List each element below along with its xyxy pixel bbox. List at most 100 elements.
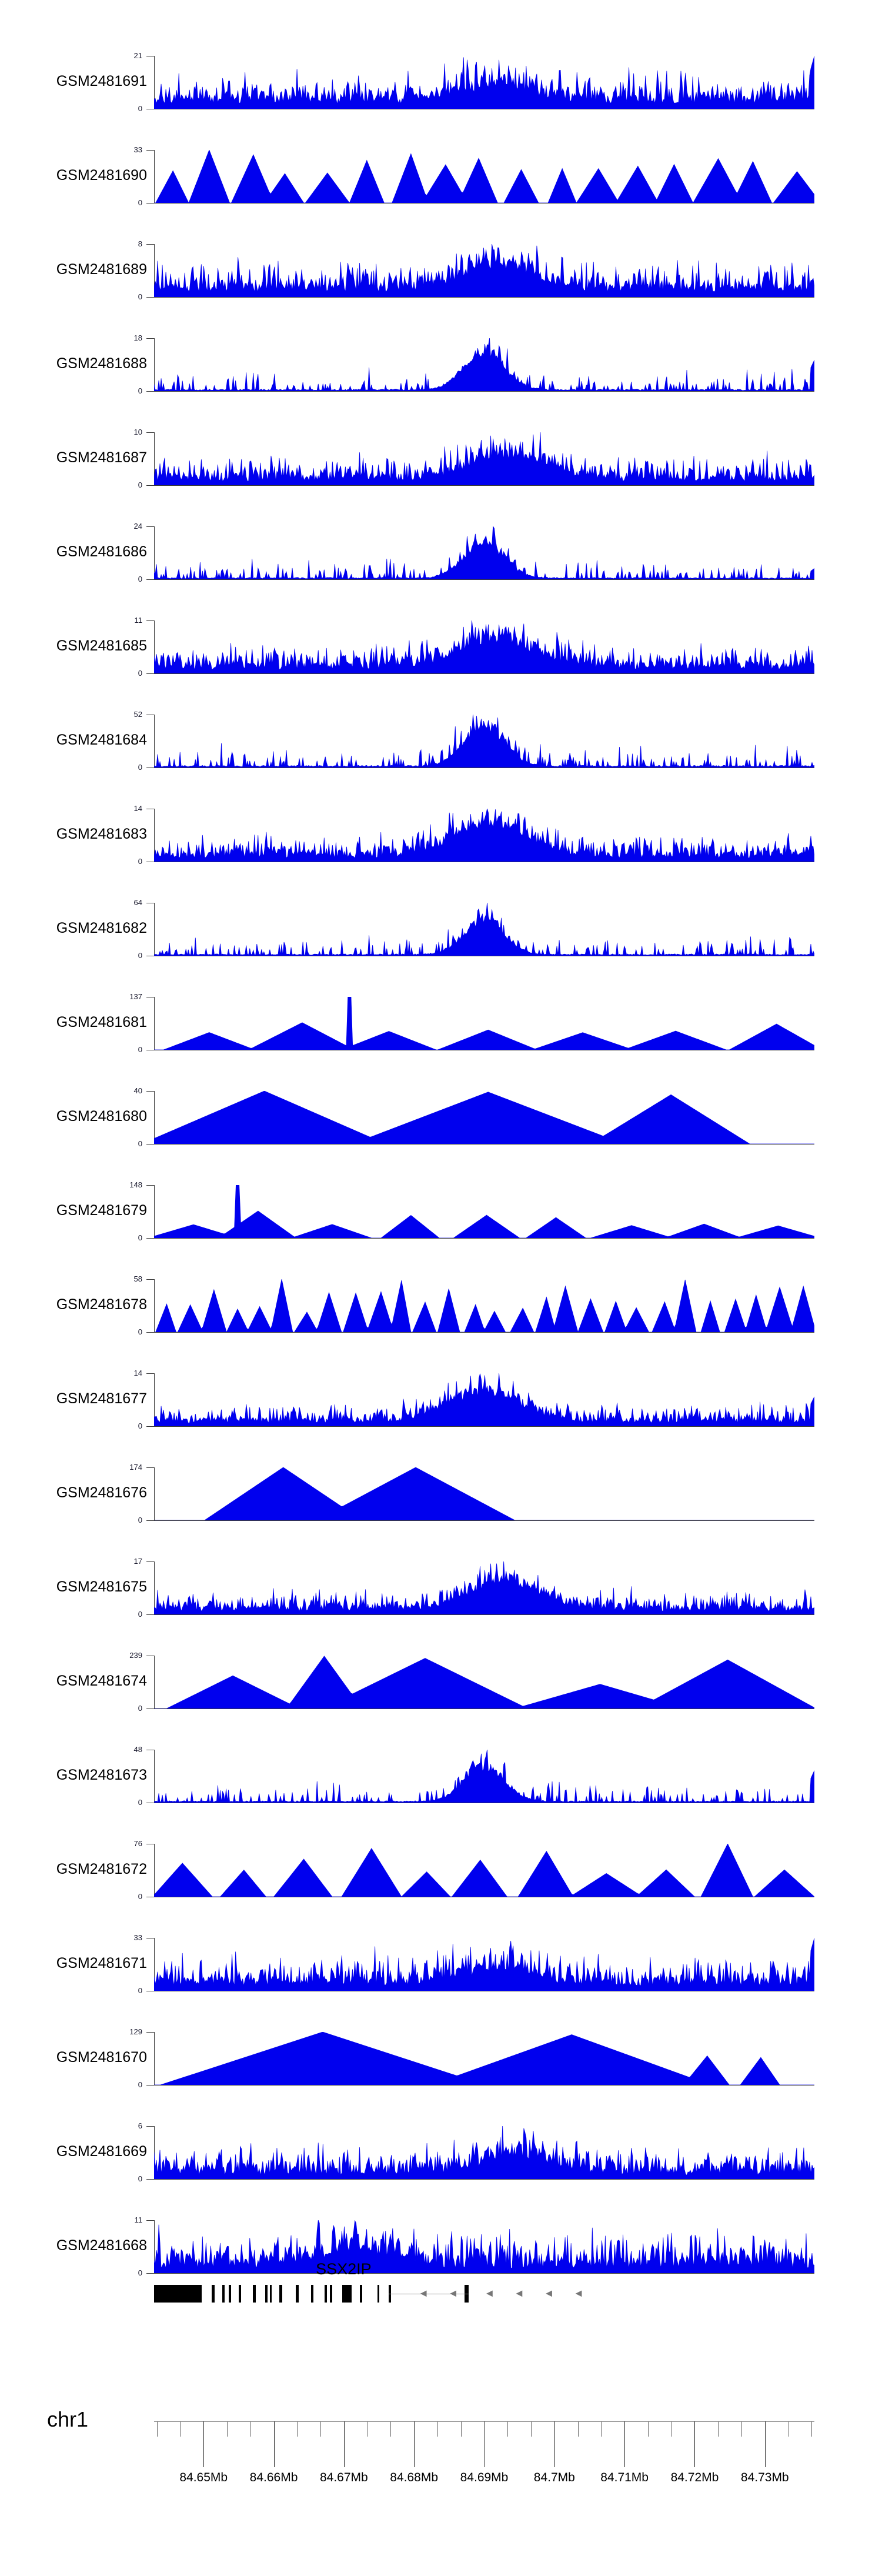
gene-strand-arrow-icon: ◄	[573, 2287, 584, 2299]
coverage-plot-area[interactable]	[154, 1373, 814, 1426]
coverage-area-path	[154, 1938, 814, 1991]
coverage-plot-area[interactable]	[154, 2126, 814, 2179]
coverage-plot-area[interactable]	[154, 1938, 814, 1991]
coverage-track[interactable]: GSM2481670 129 0	[0, 2027, 882, 2089]
coverage-plot-area[interactable]	[154, 432, 814, 485]
coverage-track[interactable]: GSM2481668 11 0	[0, 2215, 882, 2277]
y-axis-tick-max	[146, 2220, 155, 2221]
y-axis-line	[154, 903, 155, 956]
y-axis-line	[154, 1938, 155, 1991]
track-baseline	[154, 391, 814, 392]
gene-exon[interactable]	[238, 2285, 241, 2303]
gene-exon[interactable]	[329, 2285, 332, 2303]
coverage-track[interactable]: GSM2481669 6 0	[0, 2121, 882, 2183]
coverage-track[interactable]: GSM2481685 11 0	[0, 616, 882, 678]
y-axis-line	[154, 1844, 155, 1897]
y-axis-max-value: 40	[133, 1086, 142, 1095]
gene-exon[interactable]	[324, 2285, 328, 2303]
coverage-plot-area[interactable]	[154, 1279, 814, 1332]
coverage-plot-area[interactable]	[154, 244, 814, 297]
gene-strand-arrow-icon: ◄	[514, 2287, 524, 2299]
coverage-area-path	[154, 1091, 814, 1144]
ruler-tick-major	[203, 2421, 205, 2467]
coverage-track[interactable]: GSM2481687 10 0	[0, 428, 882, 489]
y-axis-min-value: 0	[138, 1610, 142, 1619]
coverage-track[interactable]: GSM2481689 8 0	[0, 239, 882, 301]
coverage-plot-area[interactable]	[154, 2032, 814, 2085]
track-sample-label: GSM2481679	[56, 1202, 147, 1219]
coverage-track[interactable]: GSM2481688 18 0	[0, 333, 882, 395]
gene-exon[interactable]	[265, 2285, 268, 2303]
y-axis-line	[154, 1656, 155, 1709]
y-axis-min-value: 0	[138, 481, 142, 489]
y-axis-line	[154, 338, 155, 391]
y-axis-line	[154, 1091, 155, 1144]
y-axis-max-value: 6	[138, 2121, 142, 2130]
coverage-plot-area[interactable]	[154, 715, 814, 768]
coverage-track[interactable]: GSM2481690 33 0	[0, 145, 882, 207]
coverage-plot-area[interactable]	[154, 150, 814, 203]
coverage-track[interactable]: GSM2481671 33 0	[0, 1933, 882, 1995]
y-axis-min-value: 0	[138, 1233, 142, 1242]
y-axis-tick-min	[146, 1520, 155, 1521]
ruler-tick-minor	[226, 2421, 228, 2437]
coverage-plot-area[interactable]	[154, 1091, 814, 1144]
gene-exon[interactable]	[154, 2285, 202, 2303]
y-axis-min-value: 0	[138, 2268, 142, 2277]
track-sample-label: GSM2481688	[56, 355, 147, 372]
coverage-plot-area[interactable]	[154, 1185, 814, 1238]
coverage-plot-area[interactable]	[154, 1561, 814, 1614]
coverage-plot-area[interactable]	[154, 1750, 814, 1803]
coverage-plot-area[interactable]	[154, 338, 814, 391]
ruler-tick-label: 84.69Mb	[460, 2471, 509, 2484]
gene-exon[interactable]	[311, 2285, 314, 2303]
coverage-track[interactable]: GSM2481681 137 0	[0, 992, 882, 1054]
gene-exon[interactable]	[222, 2285, 225, 2303]
gene-exon[interactable]	[377, 2285, 380, 2303]
ruler-tick-label: 84.66Mb	[249, 2471, 298, 2484]
coverage-track[interactable]: GSM2481686 24 0	[0, 522, 882, 583]
gene-exon[interactable]	[228, 2285, 232, 2303]
coverage-plot-area[interactable]	[154, 809, 814, 862]
gene-exon[interactable]	[211, 2285, 215, 2303]
coverage-track[interactable]: GSM2481691 21 0	[0, 51, 882, 113]
gene-exon[interactable]	[279, 2285, 282, 2303]
y-axis-tick-max	[146, 2126, 155, 2127]
coverage-plot-area[interactable]	[154, 997, 814, 1050]
coverage-track[interactable]: GSM2481682 64 0	[0, 898, 882, 960]
coverage-track[interactable]: GSM2481679 148 0	[0, 1180, 882, 1242]
gene-exon[interactable]	[342, 2285, 352, 2303]
y-axis-max-value: 17	[133, 1557, 142, 1566]
coverage-plot-area[interactable]	[154, 526, 814, 579]
coverage-track[interactable]: GSM2481676 174 0	[0, 1463, 882, 1524]
coverage-track[interactable]: GSM2481684 52 0	[0, 710, 882, 772]
coverage-track[interactable]: GSM2481680 40 0	[0, 1086, 882, 1148]
y-axis-tick-min	[146, 579, 155, 580]
coverage-plot-area[interactable]	[154, 1656, 814, 1709]
coverage-plot-area[interactable]	[154, 903, 814, 956]
coverage-plot-area[interactable]	[154, 1844, 814, 1897]
coverage-track[interactable]: GSM2481672 76 0	[0, 1839, 882, 1901]
y-axis-min-value: 0	[138, 104, 142, 113]
coverage-plot-area[interactable]	[154, 2220, 814, 2273]
y-axis-line	[154, 1750, 155, 1803]
coverage-track[interactable]: GSM2481673 48 0	[0, 1745, 882, 1807]
gene-strand-arrow-icon: ◄	[447, 2287, 459, 2299]
coverage-track[interactable]: GSM2481683 14 0	[0, 804, 882, 866]
ruler-tick-minor	[811, 2421, 813, 2437]
coverage-plot-area[interactable]	[154, 1467, 814, 1520]
coverage-track[interactable]: GSM2481677 14 0	[0, 1369, 882, 1430]
y-axis-tick-max	[146, 620, 155, 621]
coverage-plot-area[interactable]	[154, 620, 814, 673]
coverage-plot-area[interactable]	[154, 56, 814, 109]
coverage-track[interactable]: GSM2481678 58 0	[0, 1274, 882, 1336]
ruler-tick-minor	[531, 2421, 532, 2437]
gene-exon[interactable]	[296, 2285, 299, 2303]
gene-exon[interactable]	[269, 2285, 272, 2303]
coverage-track[interactable]: GSM2481675 17 0	[0, 1557, 882, 1619]
track-sample-label: GSM2481673	[56, 1767, 147, 1783]
ruler-tick-minor	[718, 2421, 719, 2437]
coverage-track[interactable]: GSM2481674 239 0	[0, 1651, 882, 1713]
gene-exon[interactable]	[360, 2285, 363, 2303]
gene-exon[interactable]	[253, 2285, 256, 2303]
